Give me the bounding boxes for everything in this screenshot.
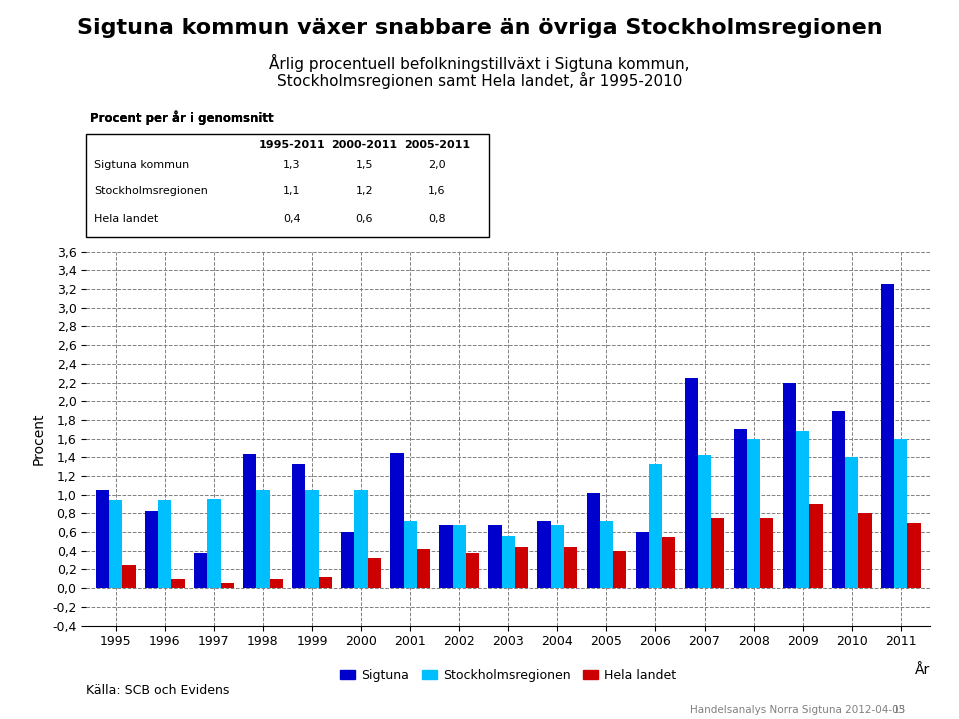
Text: 1,1: 1,1	[283, 186, 300, 196]
Y-axis label: Procent: Procent	[32, 412, 45, 465]
Text: 13: 13	[893, 705, 906, 715]
Bar	[515, 547, 528, 588]
Bar	[894, 439, 907, 588]
Text: 2000-2011: 2000-2011	[331, 140, 397, 150]
Legend: Sigtuna, Stockholmsregionen, Hela landet: Sigtuna, Stockholmsregionen, Hela landet	[335, 664, 682, 687]
Bar	[662, 536, 675, 588]
Bar	[439, 525, 453, 588]
Bar	[809, 504, 823, 588]
Bar	[537, 521, 550, 588]
Bar	[86, 134, 489, 237]
Text: Stockholmsregionen samt Hela landet, år 1995-2010: Stockholmsregionen samt Hela landet, år …	[277, 72, 682, 89]
Bar	[712, 518, 724, 588]
Bar	[845, 457, 858, 588]
Bar	[698, 455, 712, 588]
Text: 1,3: 1,3	[283, 160, 300, 170]
Bar	[907, 523, 921, 588]
Bar	[158, 500, 172, 588]
Bar	[194, 553, 207, 588]
Text: Sigtuna kommun: Sigtuna kommun	[94, 160, 190, 170]
Text: Årlig procentuell befolkningstillväxt i Sigtuna kommun,: Årlig procentuell befolkningstillväxt i …	[269, 54, 690, 72]
Bar	[599, 521, 613, 588]
Text: 0,8: 0,8	[428, 214, 446, 224]
Bar	[488, 525, 502, 588]
Bar	[502, 536, 515, 588]
Bar	[550, 525, 564, 588]
Bar	[207, 500, 221, 588]
Bar	[747, 439, 760, 588]
Bar	[341, 532, 355, 588]
Text: Källa: SCB och Evidens: Källa: SCB och Evidens	[86, 684, 230, 697]
Bar	[613, 551, 626, 588]
Bar	[685, 378, 698, 588]
Bar	[318, 577, 332, 588]
Text: 2005-2011: 2005-2011	[404, 140, 470, 150]
Bar	[123, 565, 135, 588]
Text: Sigtuna kommun växer snabbare än övriga Stockholmsregionen: Sigtuna kommun växer snabbare än övriga …	[77, 18, 882, 38]
Text: 1995-2011: 1995-2011	[258, 140, 325, 150]
Bar	[305, 490, 318, 588]
Bar	[587, 493, 599, 588]
Text: 2,0: 2,0	[428, 160, 446, 170]
Bar	[355, 490, 367, 588]
Bar	[564, 547, 577, 588]
Bar	[417, 549, 430, 588]
Bar	[221, 584, 234, 588]
Bar	[269, 579, 283, 588]
Text: 1,6: 1,6	[428, 186, 446, 196]
Bar	[367, 558, 381, 588]
Bar	[858, 513, 872, 588]
Bar	[466, 553, 480, 588]
Text: 1,2: 1,2	[356, 186, 373, 196]
Bar	[96, 490, 109, 588]
Text: 1,5: 1,5	[356, 160, 373, 170]
Bar	[243, 454, 256, 588]
Bar	[390, 453, 404, 588]
Text: 0,6: 0,6	[356, 214, 373, 224]
Bar	[404, 521, 417, 588]
Bar	[292, 464, 305, 588]
Bar	[783, 383, 796, 588]
Bar	[649, 464, 662, 588]
Text: Procent per år i genomsnitt: Procent per år i genomsnitt	[90, 111, 274, 125]
Bar	[760, 518, 774, 588]
Text: Stockholmsregionen: Stockholmsregionen	[94, 186, 208, 196]
Bar	[109, 500, 123, 588]
Bar	[796, 431, 809, 588]
Bar	[831, 411, 845, 588]
Bar	[636, 532, 649, 588]
Text: Procent per år i genomsnitt: Procent per år i genomsnitt	[90, 111, 274, 125]
Bar	[881, 285, 894, 588]
Bar	[256, 490, 269, 588]
Text: År: År	[915, 663, 930, 677]
Bar	[145, 510, 158, 588]
Bar	[453, 525, 466, 588]
Bar	[172, 579, 185, 588]
Text: Hela landet: Hela landet	[94, 214, 158, 224]
Text: 0,4: 0,4	[283, 214, 300, 224]
Text: Handelsanalys Norra Sigtuna 2012-04-05: Handelsanalys Norra Sigtuna 2012-04-05	[690, 705, 905, 715]
Bar	[734, 429, 747, 588]
